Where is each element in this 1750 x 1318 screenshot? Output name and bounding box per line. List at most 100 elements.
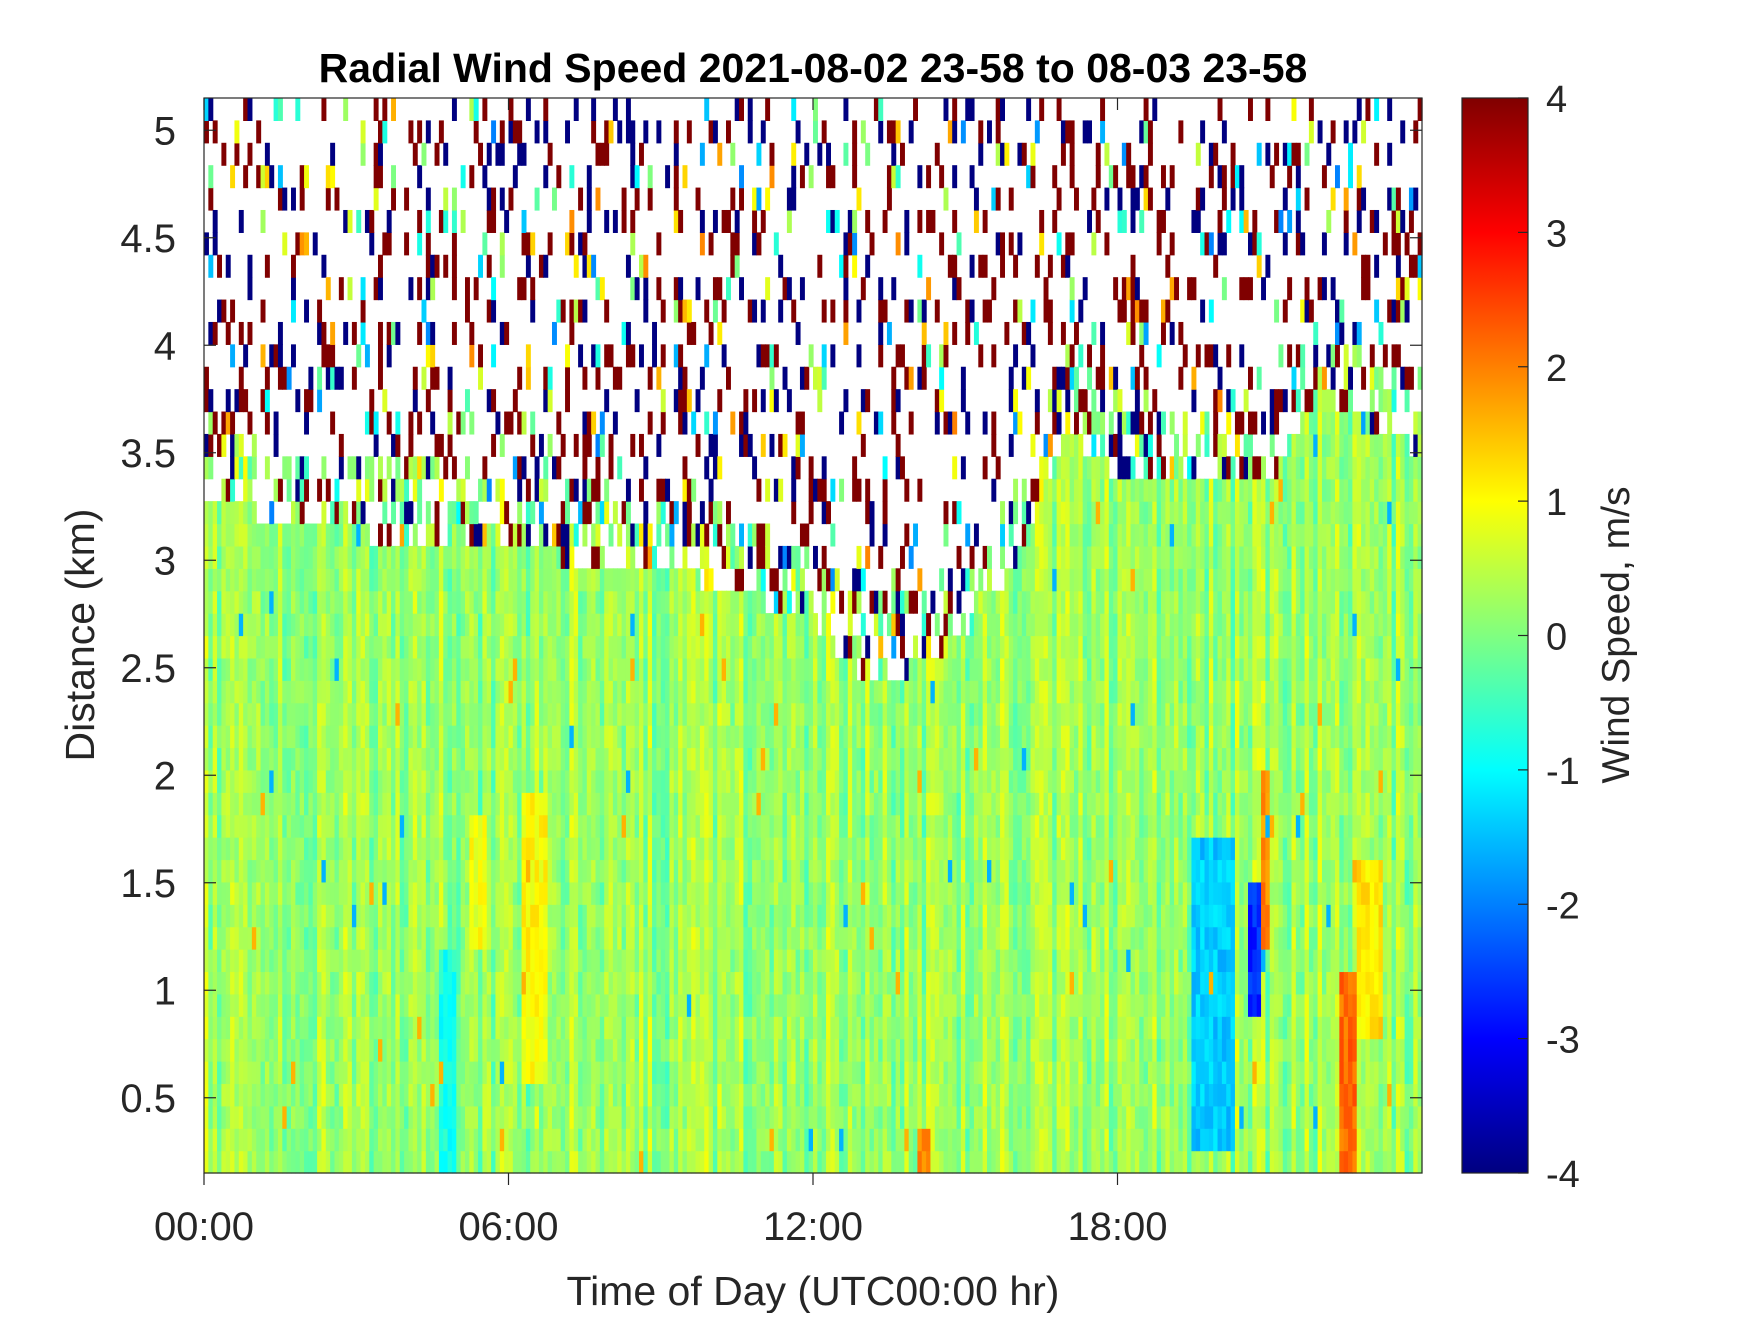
heatmap-cell bbox=[782, 1105, 788, 1129]
heatmap-cell bbox=[508, 949, 514, 973]
heatmap-cell bbox=[795, 613, 801, 637]
heatmap-cell bbox=[260, 657, 266, 681]
heatmap-cell bbox=[382, 568, 388, 592]
heatmap-cell bbox=[673, 949, 679, 973]
heatmap-cell bbox=[295, 1061, 301, 1085]
heatmap-cell bbox=[247, 792, 253, 816]
heatmap-cell bbox=[765, 1128, 771, 1152]
heatmap-cell bbox=[834, 1061, 840, 1085]
heatmap-cell bbox=[347, 568, 353, 592]
heatmap-cell bbox=[264, 635, 270, 659]
heatmap-cell bbox=[312, 680, 318, 704]
heatmap-cell bbox=[386, 456, 392, 480]
heatmap-cell bbox=[821, 725, 827, 749]
heatmap-cell bbox=[543, 859, 549, 883]
heatmap-cell bbox=[726, 702, 731, 726]
heatmap-cell bbox=[321, 792, 327, 816]
heatmap-cell bbox=[321, 321, 327, 345]
heatmap-cell bbox=[525, 680, 531, 704]
heatmap-cell bbox=[534, 1038, 540, 1062]
heatmap-cell bbox=[491, 725, 497, 749]
heatmap-cell bbox=[634, 680, 640, 704]
heatmap-cell bbox=[704, 993, 710, 1017]
heatmap-cell bbox=[386, 568, 392, 592]
heatmap-cell bbox=[221, 545, 227, 569]
heatmap-cell bbox=[325, 1128, 331, 1152]
heatmap-cell bbox=[373, 98, 379, 121]
heatmap-cell bbox=[586, 747, 592, 771]
heatmap-cell bbox=[334, 187, 340, 211]
heatmap-cell bbox=[608, 1128, 614, 1152]
heatmap-cell bbox=[643, 456, 649, 480]
heatmap-cell bbox=[243, 814, 249, 838]
heatmap-cell bbox=[425, 1038, 431, 1062]
heatmap-cell bbox=[460, 725, 466, 749]
heatmap-cell bbox=[552, 456, 557, 480]
heatmap-cell bbox=[682, 993, 688, 1017]
heatmap-cell bbox=[795, 1105, 801, 1129]
heatmap-cell bbox=[595, 568, 601, 592]
heatmap-cell bbox=[256, 725, 262, 749]
heatmap-cell bbox=[660, 299, 666, 323]
heatmap-cell bbox=[704, 769, 710, 793]
heatmap-cell bbox=[525, 837, 531, 861]
heatmap-cell bbox=[208, 613, 214, 637]
heatmap-cell bbox=[499, 120, 505, 144]
heatmap-cell bbox=[364, 725, 370, 749]
heatmap-cell bbox=[552, 904, 557, 928]
heatmap-cell bbox=[826, 1105, 831, 1129]
heatmap-cell bbox=[225, 389, 231, 413]
heatmap-cell bbox=[269, 680, 275, 704]
heatmap-cell bbox=[760, 1061, 766, 1085]
heatmap-cell bbox=[699, 1061, 705, 1085]
heatmap-cell bbox=[752, 904, 758, 928]
heatmap-cell bbox=[517, 1061, 523, 1085]
heatmap-cell bbox=[234, 501, 240, 525]
heatmap-cell bbox=[299, 1083, 305, 1107]
heatmap-cell bbox=[395, 837, 401, 861]
heatmap-cell bbox=[578, 881, 584, 905]
heatmap-cell bbox=[338, 702, 344, 726]
heatmap-cell bbox=[634, 702, 640, 726]
heatmap-cell bbox=[330, 545, 336, 569]
heatmap-cell bbox=[347, 1083, 353, 1107]
heatmap-cell bbox=[691, 859, 697, 883]
heatmap-cell bbox=[465, 657, 470, 681]
heatmap-cell bbox=[556, 1150, 562, 1174]
heatmap-cell bbox=[839, 949, 845, 973]
heatmap-cell bbox=[304, 926, 309, 950]
heatmap-cell bbox=[304, 523, 309, 547]
heatmap-cell bbox=[765, 859, 771, 883]
heatmap-cell bbox=[295, 456, 301, 480]
heatmap-cell bbox=[408, 926, 414, 950]
heatmap-cell bbox=[260, 389, 266, 413]
heatmap-cell bbox=[534, 590, 540, 614]
heatmap-cell bbox=[465, 635, 470, 659]
heatmap-cell bbox=[556, 769, 562, 793]
heatmap-cell bbox=[560, 635, 566, 659]
heatmap-cell bbox=[704, 1128, 710, 1152]
heatmap-cell bbox=[830, 814, 836, 838]
heatmap-cell bbox=[608, 971, 614, 995]
heatmap-cell bbox=[730, 949, 736, 973]
heatmap-cell bbox=[386, 971, 392, 995]
heatmap-cell bbox=[665, 904, 671, 928]
heatmap-cell bbox=[826, 792, 831, 816]
heatmap-cell bbox=[225, 904, 231, 928]
heatmap-cell bbox=[604, 769, 610, 793]
heatmap-cell bbox=[639, 792, 644, 816]
heatmap-cell bbox=[726, 635, 731, 659]
heatmap-cell bbox=[538, 680, 544, 704]
heatmap-cell bbox=[404, 1150, 410, 1174]
heatmap-cell bbox=[447, 680, 453, 704]
heatmap-cell bbox=[730, 254, 736, 278]
heatmap-cell bbox=[230, 904, 236, 928]
heatmap-cell bbox=[221, 433, 227, 457]
heatmap-cell bbox=[525, 568, 531, 592]
heatmap-cell bbox=[456, 613, 462, 637]
heatmap-cell bbox=[504, 321, 510, 345]
heatmap-cell bbox=[639, 904, 644, 928]
heatmap-cell bbox=[813, 680, 818, 704]
heatmap-cell bbox=[473, 1061, 479, 1085]
heatmap-cell bbox=[330, 523, 336, 547]
